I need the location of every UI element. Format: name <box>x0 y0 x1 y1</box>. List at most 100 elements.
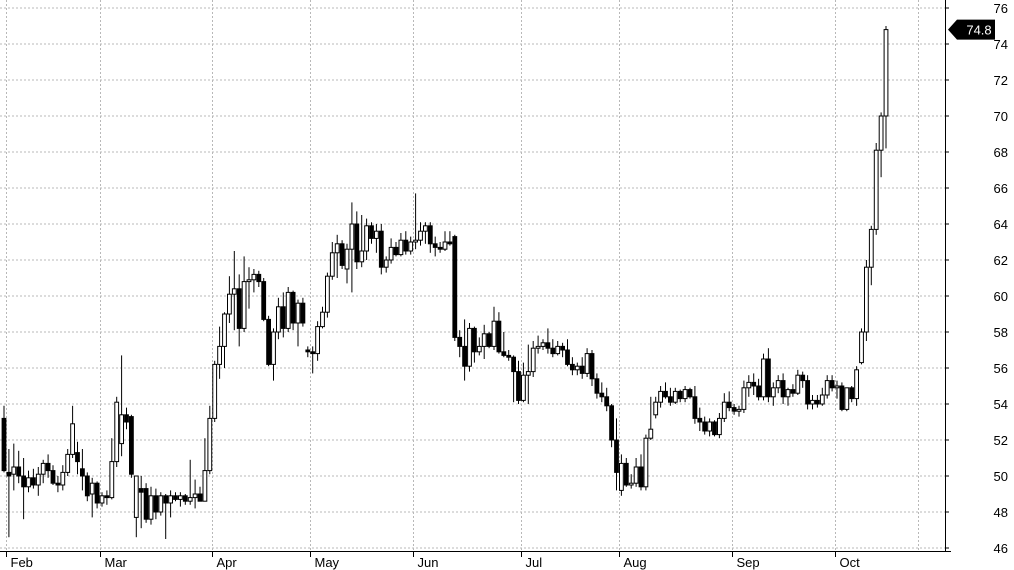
candle <box>276 297 281 340</box>
candle <box>521 362 526 403</box>
candle <box>40 459 46 484</box>
candle-body-up <box>844 387 850 410</box>
x-tick-label: Jul <box>526 555 543 570</box>
candle-body-down <box>780 380 786 398</box>
candle-body-down <box>84 475 90 497</box>
candle-body-up <box>535 345 541 349</box>
candle <box>506 350 512 361</box>
candle <box>369 222 374 244</box>
candle <box>785 387 791 406</box>
candle-body-down <box>545 342 551 349</box>
candle-body-down <box>501 351 507 356</box>
candle-body-down <box>300 302 306 324</box>
candle <box>344 243 350 284</box>
candle-body-down <box>579 365 585 374</box>
candle-body-down <box>432 243 438 248</box>
candle-body-down <box>447 241 453 245</box>
candle <box>168 490 173 518</box>
candle <box>427 222 433 253</box>
candle-body-up <box>481 333 487 347</box>
candle <box>109 438 115 500</box>
candle <box>393 242 399 257</box>
candle <box>432 236 438 257</box>
candle <box>599 382 605 403</box>
candle-body-up <box>26 477 31 488</box>
x-tick-label: Mar <box>105 555 128 570</box>
candle <box>207 405 213 475</box>
candle-body-down <box>427 225 433 245</box>
candle <box>315 321 321 361</box>
candle <box>682 386 688 403</box>
candle-body-down <box>45 462 51 472</box>
candle <box>212 360 218 422</box>
candle-body-down <box>6 471 12 477</box>
candle-body-down <box>50 470 56 484</box>
candle <box>883 26 889 149</box>
candle <box>614 418 619 491</box>
candle <box>741 380 747 413</box>
candle <box>280 292 286 338</box>
candle-body-up <box>383 259 389 268</box>
candle-body-down <box>310 351 316 355</box>
candle-body-up <box>168 495 173 504</box>
candle-body-up <box>795 374 801 394</box>
candle <box>579 357 585 379</box>
candle-body-up <box>540 342 546 347</box>
candle-body-down <box>354 223 360 263</box>
y-tick-label: 52 <box>994 433 1008 448</box>
candle <box>119 355 124 457</box>
candle <box>702 416 708 435</box>
candle <box>442 231 448 251</box>
candle <box>540 339 546 350</box>
candle <box>472 326 477 363</box>
candle <box>261 278 267 322</box>
candle <box>731 404 737 415</box>
candle <box>325 272 330 318</box>
candle-body-up <box>423 225 428 232</box>
candle <box>55 476 61 493</box>
candle-body-up <box>246 279 252 283</box>
candle-body-up <box>364 225 370 252</box>
grid <box>0 0 945 551</box>
candle <box>138 476 144 529</box>
candle-body-up <box>555 345 561 355</box>
candle <box>878 112 884 178</box>
candle-body-down <box>766 358 771 398</box>
candle <box>467 323 472 372</box>
candle-body-up <box>325 275 330 313</box>
candle <box>653 396 659 419</box>
candle-body-down <box>677 390 683 400</box>
candle <box>658 386 664 408</box>
candles <box>1 26 889 539</box>
candle <box>619 454 624 496</box>
candle <box>844 387 850 412</box>
candle <box>251 269 257 293</box>
candle-body-down <box>261 281 267 320</box>
candle-body-up <box>187 497 193 502</box>
candle-body-down <box>80 468 85 477</box>
candle <box>173 492 178 502</box>
y-tick-label: 62 <box>994 253 1008 268</box>
candle <box>271 328 276 381</box>
candle <box>197 486 203 502</box>
candle <box>829 375 835 392</box>
candle <box>511 355 517 403</box>
candle-body-up <box>11 466 17 475</box>
candle-body-up <box>868 228 874 268</box>
candle-body-up <box>491 320 497 347</box>
candle <box>408 236 414 255</box>
y-tick-label: 76 <box>994 1 1008 16</box>
candle-body-up <box>775 380 781 389</box>
candle <box>388 238 394 264</box>
candle-body-up <box>521 374 526 401</box>
candle <box>854 366 860 406</box>
candle-body-down <box>31 477 36 486</box>
candle-body-down <box>687 389 693 398</box>
candle <box>182 494 188 505</box>
candle-body-down <box>805 380 811 405</box>
candle <box>334 234 340 278</box>
candle <box>359 215 365 268</box>
y-tick-label: 50 <box>994 469 1008 484</box>
candle-body-down <box>104 495 110 499</box>
